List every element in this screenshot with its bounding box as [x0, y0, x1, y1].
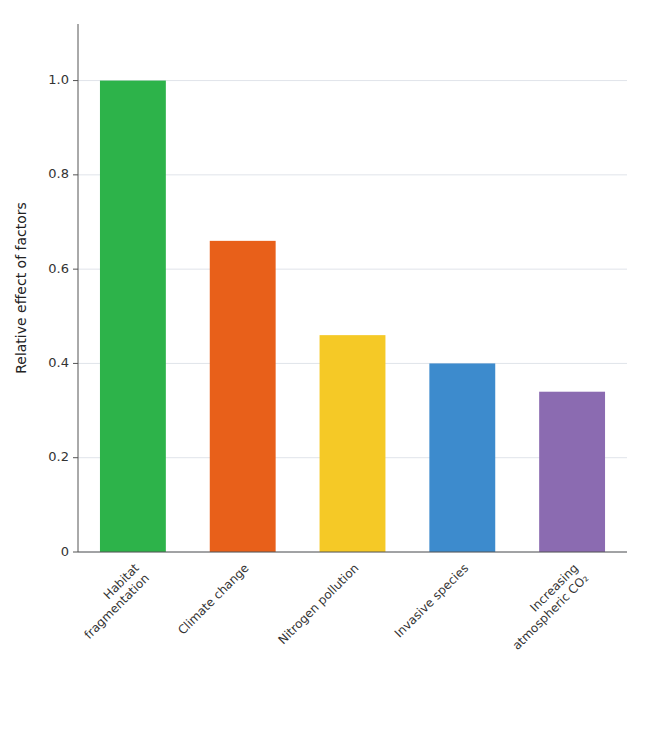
- y-tick-label: 0.4: [48, 355, 69, 370]
- bars: [100, 81, 605, 552]
- bar: [320, 335, 386, 552]
- y-axis-line: [78, 24, 79, 552]
- x-tick-label: Nitrogen pollution: [275, 561, 361, 647]
- y-axis: 0 0.2 0.4 0.6 0.8 1.0: [48, 24, 78, 559]
- x-axis-line: [78, 552, 627, 553]
- x-tick-label-group: Habitatfragmentation: [71, 561, 152, 642]
- x-tick-label-line: Nitrogen pollution: [275, 561, 361, 647]
- x-tick-label: Climate change: [175, 561, 251, 637]
- chart-container: 0 0.2 0.4 0.6 0.8 1.0 Habitatfragmentation Clim…: [0, 0, 651, 732]
- x-tick-label: Increasingatmospheric CO₂: [500, 561, 592, 653]
- y-tick-label: 0.8: [48, 166, 69, 181]
- x-tick-label-line: fragmentation: [81, 571, 152, 642]
- y-tick: [73, 174, 78, 175]
- y-tick-label: 0.2: [48, 449, 69, 464]
- x-tick-label: Invasive species: [392, 561, 471, 640]
- x-tick-label-group: Climate change: [175, 561, 251, 637]
- x-axis: Habitatfragmentation Climate change Nitrog…: [71, 561, 591, 653]
- bar: [539, 392, 605, 552]
- x-tick-label: Habitatfragmentation: [71, 561, 152, 642]
- y-tick-label: 1.0: [48, 72, 69, 87]
- y-tick: [73, 269, 78, 270]
- y-tick-label: 0.6: [48, 261, 69, 276]
- y-tick: [73, 80, 78, 81]
- chart-svg: 0 0.2 0.4 0.6 0.8 1.0 Habitatfragmentation Clim…: [0, 0, 651, 732]
- x-tick-label-line: Invasive species: [392, 561, 471, 640]
- y-tick: [73, 363, 78, 364]
- y-tick-label: 0: [61, 544, 69, 559]
- grid-line: [78, 552, 627, 553]
- x-tick-label-group: Increasingatmospheric CO₂: [500, 561, 592, 653]
- x-tick-label-group: Nitrogen pollution: [275, 561, 361, 647]
- bar: [100, 81, 166, 552]
- bar: [210, 241, 276, 552]
- y-tick: [73, 457, 78, 458]
- grid: [78, 81, 627, 552]
- y-tick: [73, 552, 78, 553]
- x-tick-label-group: Invasive species: [392, 561, 471, 640]
- x-tick-label-line: Climate change: [175, 561, 251, 637]
- bar: [429, 363, 495, 552]
- y-axis-label: Relative effect of factors: [13, 202, 29, 374]
- x-tick-label-line: atmospheric CO₂: [510, 571, 592, 653]
